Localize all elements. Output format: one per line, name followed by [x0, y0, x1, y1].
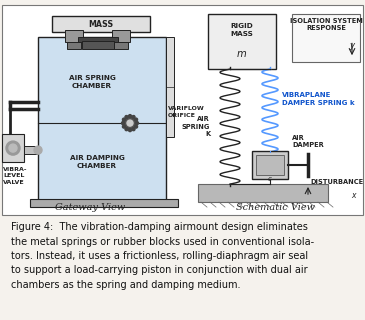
Bar: [30, 199, 178, 207]
Bar: [38, 37, 166, 202]
Text: AIR SPRING
CHAMBER: AIR SPRING CHAMBER: [69, 75, 115, 89]
Circle shape: [132, 128, 135, 131]
Bar: [2, 134, 24, 162]
Text: RIGID
MASS: RIGID MASS: [231, 22, 253, 36]
Circle shape: [9, 144, 17, 152]
Bar: [52, 16, 150, 32]
Bar: [78, 37, 118, 42]
Text: VARIFLOW
ORIFICE: VARIFLOW ORIFICE: [168, 107, 205, 118]
Bar: [166, 37, 174, 137]
Circle shape: [128, 129, 131, 132]
Bar: [292, 14, 360, 62]
Text: AIR DAMPING
CHAMBER: AIR DAMPING CHAMBER: [70, 155, 124, 169]
Circle shape: [125, 116, 128, 118]
Text: Figure 4:  The vibration-damping airmount design eliminates
the metal springs or: Figure 4: The vibration-damping airmount…: [11, 222, 314, 290]
Text: ISOLATION SYSTEM
RESPONSE: ISOLATION SYSTEM RESPONSE: [289, 18, 362, 31]
Circle shape: [135, 125, 138, 128]
Bar: [24, 146, 38, 154]
Circle shape: [122, 122, 124, 124]
Text: Schematic View: Schematic View: [235, 203, 315, 212]
Circle shape: [135, 122, 138, 124]
Circle shape: [124, 117, 136, 129]
Circle shape: [128, 115, 131, 117]
Circle shape: [127, 120, 133, 126]
Text: VIBRAPLANE
DAMPER SPRING k: VIBRAPLANE DAMPER SPRING k: [282, 92, 355, 106]
Bar: [256, 155, 284, 175]
Text: AIR
SPRING
K: AIR SPRING K: [182, 116, 210, 137]
Bar: [112, 30, 130, 42]
Bar: [208, 14, 276, 69]
Bar: [65, 30, 83, 42]
Bar: [198, 184, 328, 202]
Circle shape: [132, 116, 135, 118]
Circle shape: [34, 146, 42, 154]
Text: c: c: [268, 176, 272, 182]
Text: DISTURBANCE: DISTURBANCE: [310, 179, 363, 185]
Text: VIBRA-
LEVEL
VALVE: VIBRA- LEVEL VALVE: [3, 167, 27, 185]
Circle shape: [6, 141, 20, 155]
Circle shape: [122, 125, 126, 128]
Text: y: y: [349, 41, 354, 50]
Text: Gateway View: Gateway View: [55, 203, 125, 212]
Circle shape: [125, 128, 128, 131]
Text: x: x: [351, 191, 355, 200]
Bar: [114, 42, 128, 49]
Bar: [252, 151, 288, 179]
Text: AIR
DAMPER: AIR DAMPER: [292, 135, 324, 148]
Circle shape: [122, 118, 126, 121]
Text: MASS: MASS: [88, 20, 114, 28]
Bar: [67, 42, 81, 49]
Bar: [82, 41, 114, 49]
Text: m: m: [237, 49, 247, 59]
Circle shape: [135, 118, 138, 121]
